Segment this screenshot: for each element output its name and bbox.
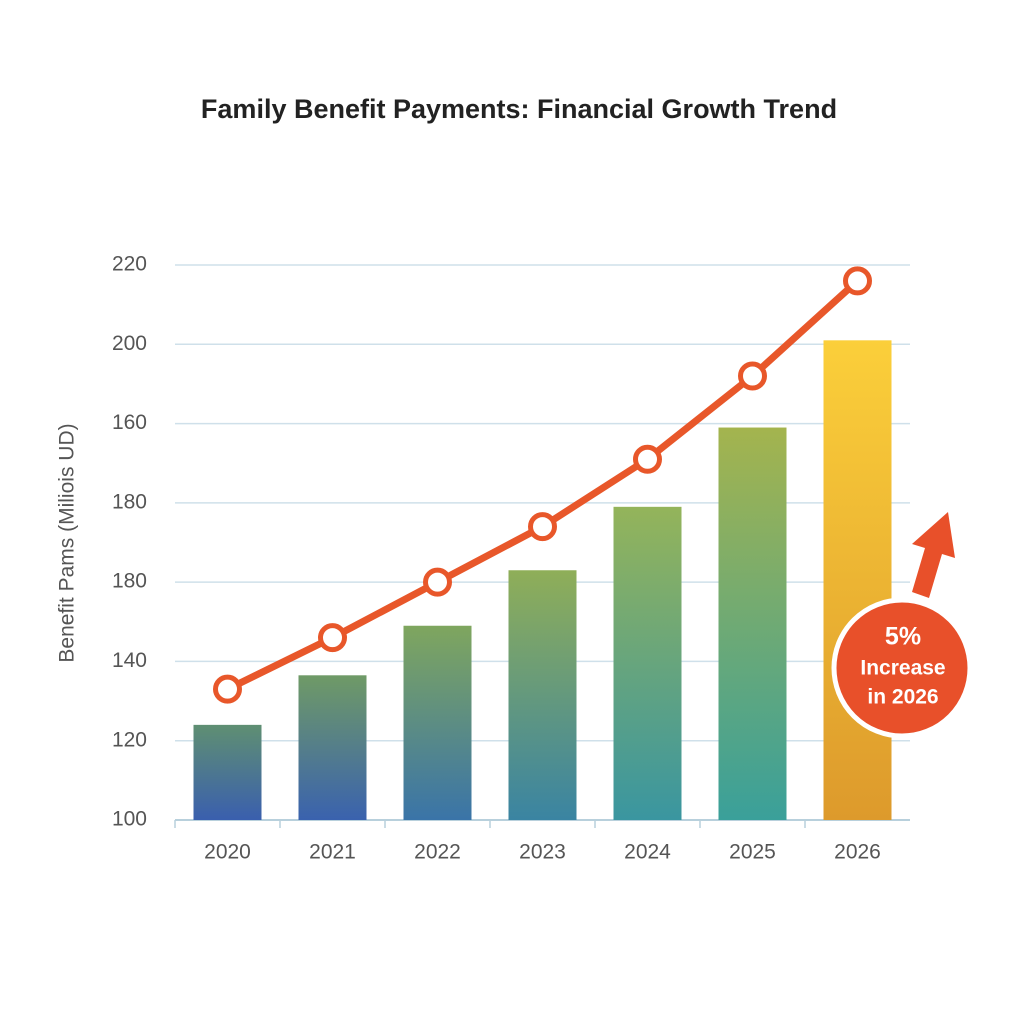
bar [823, 340, 892, 820]
x-tick-label: 2024 [624, 841, 671, 864]
arrow [912, 512, 955, 598]
y-tick-label: 160 [112, 411, 147, 434]
point [633, 444, 662, 474]
bar [718, 427, 787, 820]
y-tick-label: 180 [112, 570, 147, 593]
y-tick-label: 140 [112, 649, 147, 672]
y-tick-label: 120 [112, 728, 147, 751]
point [423, 567, 452, 597]
point [738, 361, 767, 391]
point [213, 674, 242, 704]
annotation-text: in 2026 [867, 686, 938, 709]
y-tick-label: 180 [112, 490, 147, 513]
bar [613, 506, 682, 820]
x-tick-label: 2023 [519, 841, 566, 864]
y-tick-label: 200 [112, 332, 147, 355]
bar [193, 724, 262, 820]
y-axis-label: Benefit Pams (Miliois UD) [56, 423, 79, 662]
y-tick-label: 220 [112, 253, 147, 276]
bar [298, 675, 367, 820]
x-tick-label: 2026 [834, 841, 881, 864]
x-tick-label: 2022 [414, 841, 461, 864]
y-tick-label: 100 [112, 808, 147, 831]
x-tick-label: 2021 [309, 841, 356, 864]
x-tick-label: 2020 [204, 841, 251, 864]
annotation-badge [831, 597, 973, 739]
annotation-text: 5% [885, 623, 921, 651]
x-tick-label: 2025 [729, 841, 776, 864]
bar [508, 570, 577, 820]
bar [403, 625, 472, 820]
point [528, 512, 557, 542]
annotation-text: Increase [860, 657, 945, 680]
chart-title: Family Benefit Payments: Financial Growt… [201, 94, 837, 124]
point [843, 266, 872, 296]
point [318, 623, 347, 653]
